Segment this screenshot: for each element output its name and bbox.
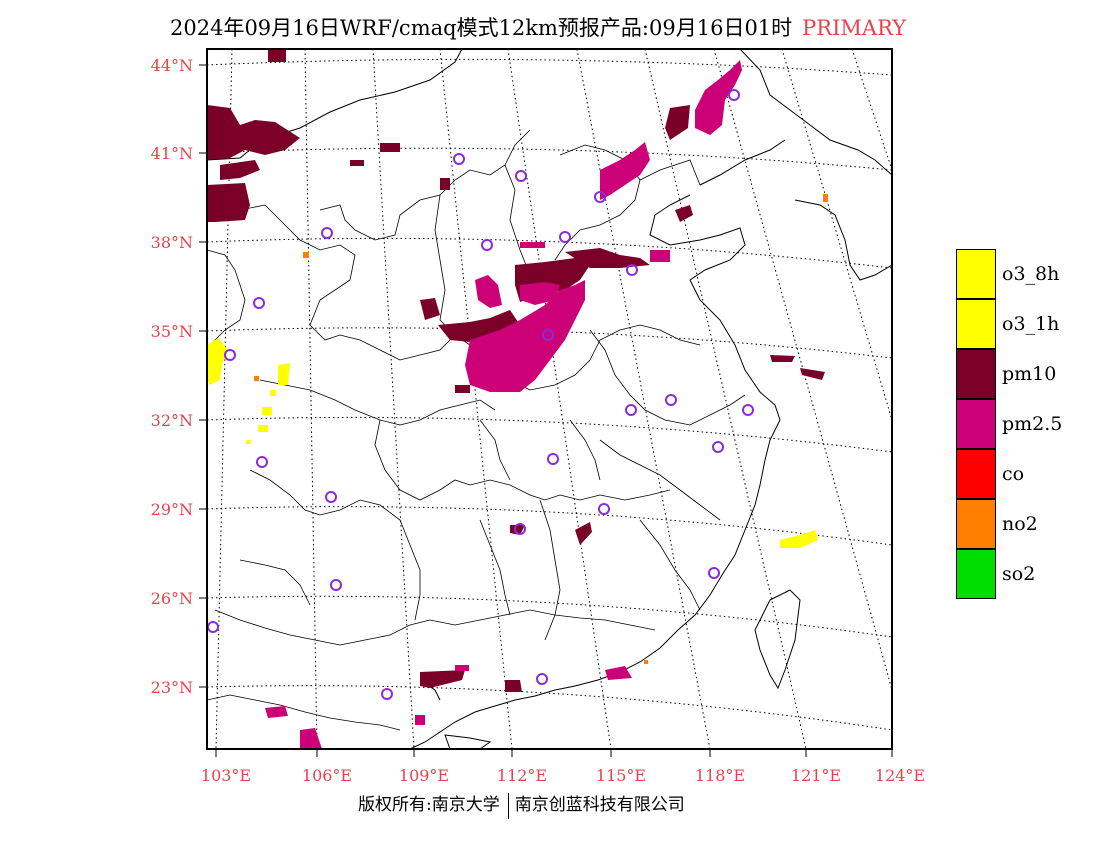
legend-label: co <box>1002 463 1025 485</box>
lat-label-41: 41°N <box>151 144 193 163</box>
lat-label-29: 29°N <box>151 500 193 519</box>
legend-item-co: co <box>956 449 1076 499</box>
legend-item-pm10: pm10 <box>956 349 1076 399</box>
lon-label-121: 121°E <box>791 766 841 785</box>
legend-swatch <box>956 449 996 499</box>
legend-label: so2 <box>1002 563 1036 585</box>
legend-item-no2: no2 <box>956 499 1076 549</box>
lon-label-112: 112°E <box>497 766 547 785</box>
copyright-footer: 版权所有:南京大学 南京创蓝科技有限公司 <box>358 790 685 819</box>
longitude-grid <box>215 49 892 749</box>
legend-swatch <box>956 299 996 349</box>
lon-label-106: 106°E <box>302 766 352 785</box>
legend-label: no2 <box>1002 513 1038 535</box>
map-frame <box>206 48 893 750</box>
pm25-regions <box>265 60 742 749</box>
lon-label-109: 109°E <box>399 766 449 785</box>
legend-item-so2: so2 <box>956 549 1076 599</box>
lon-label-124: 124°E <box>875 766 925 785</box>
map-title: 2024年09月16日WRF/cmaq模式12km预报产品:09月16日01时 P… <box>170 12 990 42</box>
legend-label: o3_1h <box>1002 313 1060 335</box>
lon-label-103: 103°E <box>201 766 251 785</box>
footer-divider <box>507 792 509 819</box>
copyright-owner: 版权所有:南京大学 <box>358 795 500 815</box>
copyright-company: 南京创蓝科技有限公司 <box>514 795 685 815</box>
legend-swatch <box>956 249 996 299</box>
legend-swatch <box>956 399 996 449</box>
lat-label-32: 32°N <box>151 411 193 430</box>
legend-label: o3_8h <box>1002 263 1060 285</box>
latitude-axis: 44°N 41°N 38°N 35°N 32°N 29°N 26°N 23°N <box>151 56 207 697</box>
legend-swatch <box>956 549 996 599</box>
lat-label-35: 35°N <box>151 322 193 341</box>
lon-label-115: 115°E <box>596 766 646 785</box>
legend-item-pm25: pm2.5 <box>956 399 1076 449</box>
map-area <box>207 49 892 749</box>
coastline <box>207 49 892 749</box>
longitude-axis: 103°E 106°E 109°E 112°E 115°E 118°E 121°… <box>201 749 925 785</box>
no2-regions <box>254 194 828 664</box>
lat-label-23: 23°N <box>151 678 193 697</box>
map-title-main: 2024年09月16日WRF/cmaq模式12km预报产品:09月16日01时 <box>170 16 793 40</box>
legend-swatch <box>956 349 996 399</box>
legend-item-o3-8h: o3_8h <box>956 249 1076 299</box>
legend-item-o3-1h: o3_1h <box>956 299 1076 349</box>
province-boundaries <box>207 129 746 731</box>
lon-label-118: 118°E <box>695 766 745 785</box>
legend-label: pm2.5 <box>1002 413 1063 435</box>
legend-label: pm10 <box>1002 363 1057 385</box>
pollutant-legend: o3_8h o3_1h pm10 pm2.5 co no2 so2 <box>956 249 1076 599</box>
lat-label-26: 26°N <box>151 589 193 608</box>
lat-label-44: 44°N <box>151 56 193 75</box>
lat-label-38: 38°N <box>151 233 193 252</box>
station-markers <box>207 89 754 700</box>
legend-swatch <box>956 499 996 549</box>
o3-regions <box>207 338 818 548</box>
primary-tag: PRIMARY <box>802 16 907 40</box>
